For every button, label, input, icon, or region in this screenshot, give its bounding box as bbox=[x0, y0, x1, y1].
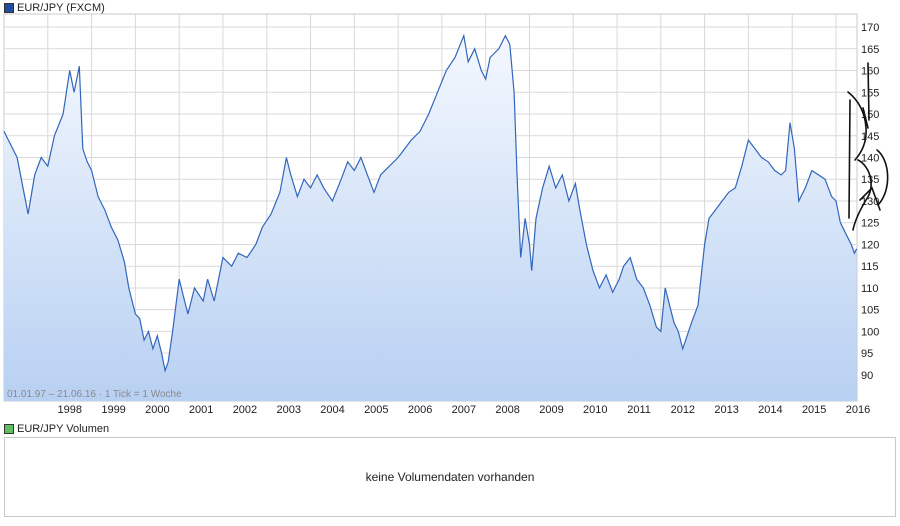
x-tick-label: 2016 bbox=[846, 404, 870, 416]
y-tick-label: 105 bbox=[861, 305, 879, 317]
price-legend: EUR/JPY (FXCM) bbox=[4, 1, 105, 15]
annotation-stroke-5 bbox=[876, 149, 889, 206]
x-tick-label: 2006 bbox=[408, 404, 432, 416]
x-tick-label: 2009 bbox=[539, 404, 563, 416]
price-line bbox=[3, 33, 858, 373]
x-tick-label: 2004 bbox=[320, 404, 344, 416]
price-legend-swatch bbox=[4, 3, 14, 13]
y-tick-label: 170 bbox=[861, 22, 879, 34]
y-tick-label: 155 bbox=[861, 87, 879, 99]
annotation-stroke-2 bbox=[848, 99, 851, 219]
y-tick-label: 90 bbox=[861, 370, 873, 382]
x-tick-label: 1998 bbox=[58, 404, 82, 416]
range-label: 01.01.97 – 21.06.16 · 1 Tick = 1 Woche bbox=[7, 389, 182, 400]
y-tick-label: 100 bbox=[861, 326, 879, 338]
volume-legend-label: EUR/JPY Volumen bbox=[17, 423, 110, 435]
annotation-stroke-6 bbox=[859, 186, 881, 211]
x-tick-label: 2010 bbox=[583, 404, 607, 416]
x-tick-label: 2015 bbox=[802, 404, 826, 416]
x-tick-label: 2008 bbox=[495, 404, 519, 416]
price-area bbox=[4, 35, 857, 401]
annotation-stroke-3 bbox=[862, 62, 870, 129]
y-tick-label: 160 bbox=[861, 66, 879, 78]
annotation-stroke-4 bbox=[852, 159, 872, 231]
y-tick-labels: 9095100105110115120125130135140145150155… bbox=[861, 22, 879, 382]
y-tick-label: 120 bbox=[861, 239, 879, 251]
volume-legend-swatch bbox=[4, 424, 14, 434]
volume-panel: keine Volumendaten vorhanden bbox=[4, 437, 896, 517]
y-tick-label: 140 bbox=[861, 152, 879, 164]
x-tick-label: 2014 bbox=[758, 404, 782, 416]
x-tick-label: 2003 bbox=[276, 404, 300, 416]
x-tick-label: 2007 bbox=[452, 404, 476, 416]
x-tick-label: 2005 bbox=[364, 404, 388, 416]
price-chart: 9095100105110115120125130135140145150155… bbox=[3, 13, 889, 416]
y-tick-label: 110 bbox=[861, 283, 879, 295]
freehand-annotation bbox=[847, 62, 889, 231]
x-tick-label: 2001 bbox=[189, 404, 213, 416]
x-tick-label: 2002 bbox=[233, 404, 257, 416]
x-tick-label: 2011 bbox=[627, 404, 651, 416]
no-volume-message: keine Volumendaten vorhanden bbox=[365, 470, 535, 484]
y-tick-label: 130 bbox=[861, 196, 879, 208]
annotation-stroke-1 bbox=[847, 91, 867, 161]
x-tick-label: 2012 bbox=[671, 404, 695, 416]
price-legend-label: EUR/JPY (FXCM) bbox=[17, 2, 105, 14]
volume-legend: EUR/JPY Volumen bbox=[4, 422, 109, 436]
y-tick-label: 145 bbox=[861, 131, 879, 143]
y-tick-label: 95 bbox=[861, 348, 873, 360]
y-tick-label: 115 bbox=[861, 261, 879, 273]
y-tick-label: 165 bbox=[861, 44, 879, 56]
x-tick-labels: 1998 1999 2000 2001 2002 2003 2004 2005 2006 2007… bbox=[58, 404, 871, 416]
x-tick-label: 2000 bbox=[145, 404, 169, 416]
y-tick-label: 125 bbox=[861, 218, 879, 230]
x-tick-label: 2013 bbox=[714, 404, 738, 416]
x-tick-label: 1999 bbox=[101, 404, 125, 416]
